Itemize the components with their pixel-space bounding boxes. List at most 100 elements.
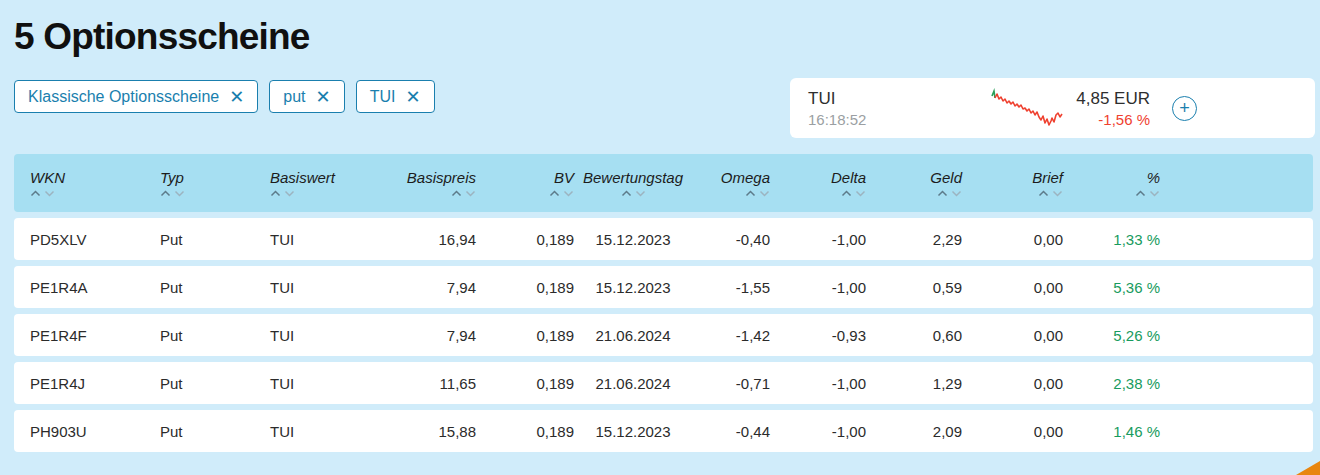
table-row-PH903U[interactable]: PH903UPutTUI15,880,18915.12.2023-0,44-1,… <box>14 410 1313 452</box>
quote-change-percent: -1,56 % <box>1076 111 1150 128</box>
quote-name: TUI <box>808 89 866 109</box>
column-header-pct[interactable]: % <box>1063 169 1160 197</box>
cell-wkn: PE1R4F <box>14 327 144 344</box>
table-row-PE1R4F[interactable]: PE1R4FPutTUI7,940,18921.06.2024-1,42-0,9… <box>14 314 1313 356</box>
cell-bewertungstag: 21.06.2024 <box>574 375 692 392</box>
sort-down-icon[interactable] <box>759 190 770 197</box>
close-icon[interactable]: ✕ <box>405 88 420 106</box>
sort-up-icon[interactable] <box>937 190 948 197</box>
filter-chip-tui[interactable]: TUI ✕ <box>356 80 435 113</box>
cell-basispreis: 15,88 <box>364 423 476 440</box>
cell-pct: 1,46 % <box>1063 423 1160 440</box>
sort-up-icon[interactable] <box>1135 190 1146 197</box>
column-header-label: Geld <box>930 169 962 186</box>
column-header-label: Brief <box>1032 169 1063 186</box>
cell-pct: 5,26 % <box>1063 327 1160 344</box>
sort-up-icon[interactable] <box>745 190 756 197</box>
cell-bv: 0,189 <box>476 375 574 392</box>
sort-controls[interactable] <box>160 190 185 197</box>
sort-controls[interactable] <box>451 190 476 197</box>
sort-down-icon[interactable] <box>44 190 55 197</box>
column-header-label: Basispreis <box>407 169 476 186</box>
cell-typ: Put <box>144 231 254 248</box>
sort-up-icon[interactable] <box>270 190 281 197</box>
filter-chip-label: Klassische Optionsscheine <box>28 88 219 106</box>
floating-action-corner[interactable] <box>1296 461 1320 475</box>
table-row-PE1R4A[interactable]: PE1R4APutTUI7,940,18915.12.2023-1,55-1,0… <box>14 266 1313 308</box>
column-header-typ[interactable]: Typ <box>144 169 254 197</box>
column-header-label: BV <box>554 169 574 186</box>
sort-down-icon[interactable] <box>563 190 574 197</box>
sort-up-icon[interactable] <box>1038 190 1049 197</box>
filter-chip-label: TUI <box>370 88 396 106</box>
cell-bewertungstag: 15.12.2023 <box>574 423 692 440</box>
sort-down-icon[interactable] <box>635 190 646 197</box>
cell-omega: -1,42 <box>692 327 770 344</box>
sort-up-icon[interactable] <box>451 190 462 197</box>
sort-controls[interactable] <box>270 190 295 197</box>
sort-down-icon[interactable] <box>951 190 962 197</box>
sort-controls[interactable] <box>937 190 962 197</box>
sort-controls[interactable] <box>1038 190 1063 197</box>
cell-basiswert: TUI <box>254 423 364 440</box>
sort-down-icon[interactable] <box>174 190 185 197</box>
column-header-bv[interactable]: BV <box>476 169 574 197</box>
cell-bewertungstag: 15.12.2023 <box>574 231 692 248</box>
cell-typ: Put <box>144 327 254 344</box>
sort-down-icon[interactable] <box>1149 190 1160 197</box>
cell-typ: Put <box>144 279 254 296</box>
sort-up-icon[interactable] <box>549 190 560 197</box>
close-icon[interactable]: ✕ <box>229 88 244 106</box>
sort-controls[interactable] <box>745 190 770 197</box>
column-header-brief[interactable]: Brief <box>962 169 1063 197</box>
sort-controls[interactable] <box>841 190 866 197</box>
sort-controls[interactable] <box>30 190 55 197</box>
column-header-label: % <box>1147 169 1160 186</box>
sort-down-icon[interactable] <box>284 190 295 197</box>
sort-up-icon[interactable] <box>30 190 41 197</box>
column-header-omega[interactable]: Omega <box>692 169 770 197</box>
sort-down-icon[interactable] <box>465 190 476 197</box>
column-header-delta[interactable]: Delta <box>770 169 866 197</box>
sort-up-icon[interactable] <box>160 190 171 197</box>
cell-pct: 1,33 % <box>1063 231 1160 248</box>
cell-brief: 0,00 <box>962 375 1063 392</box>
sort-controls[interactable] <box>1135 190 1160 197</box>
sort-up-icon[interactable] <box>841 190 852 197</box>
cell-basispreis: 7,94 <box>364 279 476 296</box>
cell-omega: -0,71 <box>692 375 770 392</box>
column-header-label: Bewertungstag <box>583 169 683 186</box>
table-body: PD5XLVPutTUI16,940,18915.12.2023-0,40-1,… <box>14 218 1313 452</box>
quote-price: 4,85 EUR <box>1076 89 1150 109</box>
quote-name-block: TUI 16:18:52 <box>808 89 866 128</box>
column-header-basiswert[interactable]: Basiswert <box>254 169 364 197</box>
cell-bv: 0,189 <box>476 327 574 344</box>
sort-down-icon[interactable] <box>1052 190 1063 197</box>
column-header-geld[interactable]: Geld <box>866 169 962 197</box>
cell-wkn: PE1R4J <box>14 375 144 392</box>
cell-wkn: PD5XLV <box>14 231 144 248</box>
column-header-wkn[interactable]: WKN <box>14 169 144 197</box>
column-header-label: Basiswert <box>270 169 335 186</box>
sort-controls[interactable] <box>549 190 574 197</box>
cell-basiswert: TUI <box>254 327 364 344</box>
column-header-basispreis[interactable]: Basispreis <box>364 169 476 197</box>
column-header-bewertungstag[interactable]: Bewertungstag <box>574 169 692 197</box>
table-row-PE1R4J[interactable]: PE1R4JPutTUI11,650,18921.06.2024-0,71-1,… <box>14 362 1313 404</box>
cell-basispreis: 16,94 <box>364 231 476 248</box>
quote-card-tui[interactable]: TUI 16:18:52 4,85 EUR -1,56 % + <box>790 78 1315 138</box>
filter-chip-put[interactable]: put ✕ <box>269 80 344 113</box>
cell-bv: 0,189 <box>476 423 574 440</box>
sort-controls[interactable] <box>621 190 646 197</box>
sort-down-icon[interactable] <box>855 190 866 197</box>
cell-omega: -0,40 <box>692 231 770 248</box>
close-icon[interactable]: ✕ <box>316 88 331 106</box>
cell-bv: 0,189 <box>476 279 574 296</box>
table-row-PD5XLV[interactable]: PD5XLVPutTUI16,940,18915.12.2023-0,40-1,… <box>14 218 1313 260</box>
cell-basiswert: TUI <box>254 231 364 248</box>
sort-up-icon[interactable] <box>621 190 632 197</box>
filter-chip-klassische-optionsscheine[interactable]: Klassische Optionsscheine ✕ <box>14 80 258 113</box>
plus-circle-icon[interactable]: + <box>1172 96 1197 121</box>
column-header-label: Typ <box>160 169 184 186</box>
cell-pct: 2,38 % <box>1063 375 1160 392</box>
